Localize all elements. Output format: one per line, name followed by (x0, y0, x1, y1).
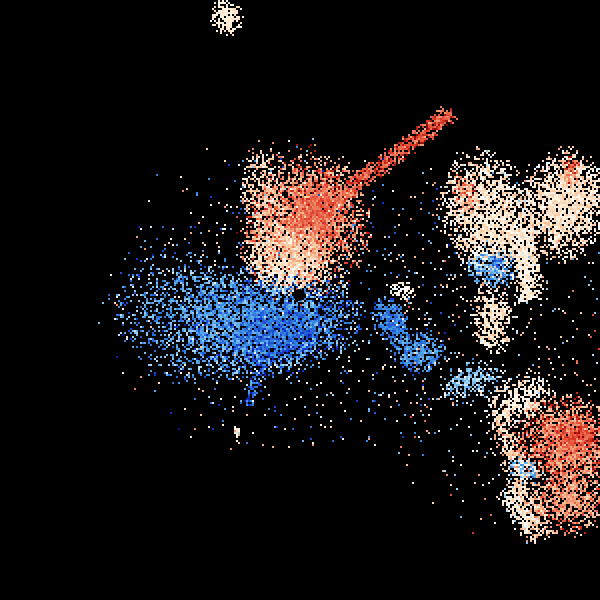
velocity-field-canvas (0, 0, 600, 600)
velocity-field-figure: Velocity Field Map Astronomical ionized-… (0, 0, 600, 600)
